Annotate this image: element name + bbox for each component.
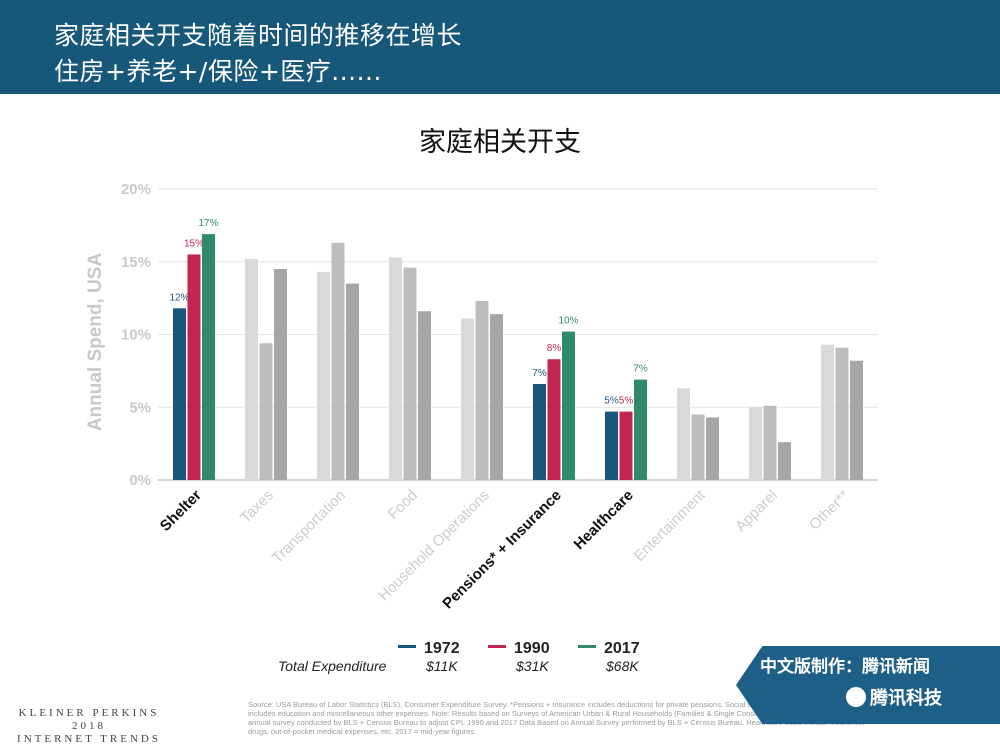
bar-2017 [418, 311, 431, 480]
data-label: 17% [198, 218, 218, 229]
page-title-line2: 住房+养老+/保险+医疗...... [54, 57, 382, 86]
bar-1972 [245, 258, 258, 480]
bar-1972 [317, 271, 330, 480]
source-note: Source: USA Bureau of Labor Statistics (… [248, 700, 865, 736]
header-bar: 家庭相关开支随着时间的推移在增长 住房+养老+/保险+医疗...... [0, 0, 1000, 94]
bar-2017 [562, 331, 575, 480]
chart-title: 家庭相关开支 [419, 127, 581, 158]
x-tick-label: Taxes [237, 487, 277, 527]
bar-1972 [173, 308, 186, 480]
bar-1990 [691, 414, 705, 480]
bar-1990 [187, 254, 201, 480]
x-tick-label: Entertainment [631, 486, 710, 565]
tencent-logo-icon [846, 687, 866, 707]
bar-2017 [634, 379, 647, 480]
page-title-line1: 家庭相关开支随着时间的推移在增长 [54, 21, 463, 50]
bar-1972 [677, 388, 690, 480]
bar-1990 [259, 343, 273, 480]
y-tick-label: 0% [129, 472, 151, 489]
data-label: 12% [169, 292, 189, 303]
legend-total-2017: $68K [606, 658, 639, 674]
y-tick-label: 15% [121, 254, 151, 271]
y-axis-label: Annual Spend, USA [85, 253, 106, 432]
bar-chart: 0% 5% 10% 15% 20% Annual Spend, USA 12% 15% 17% S… [85, 181, 878, 613]
bar-1990 [331, 242, 345, 480]
bar-2017 [778, 442, 791, 480]
watermark-line2: 腾讯科技 [846, 684, 942, 710]
bar-1990 [403, 267, 417, 480]
bar-2017 [850, 360, 863, 480]
legend-row-label: Total Expenditure [278, 658, 387, 674]
bar-1990 [475, 301, 489, 480]
bar-2017 [346, 283, 359, 480]
bar-2017 [202, 234, 215, 480]
legend-total-1972: $11K [426, 658, 458, 674]
x-tick-label: Transportation [269, 487, 349, 567]
bar-1972 [749, 407, 762, 480]
x-tick-label: Apparel [732, 487, 781, 536]
x-tick-label: Other** [806, 487, 853, 534]
y-tick-label: 5% [129, 399, 151, 416]
bar-1972 [605, 411, 618, 480]
bar-1990 [763, 405, 777, 480]
bar-2017 [274, 269, 287, 480]
y-tick-label: 10% [121, 327, 151, 344]
bar-1990 [547, 359, 561, 480]
bar-1972 [389, 257, 402, 480]
y-tick-label: 20% [121, 181, 151, 198]
legend-item-1972: 1972 [398, 640, 460, 658]
bar-1972 [821, 344, 834, 480]
brand-logo: KLEINER PERKINS 2018 INTERNET TRENDS [17, 707, 161, 745]
bar-2017 [490, 314, 503, 480]
legend-item-1990: 1990 [488, 640, 550, 658]
x-tick-label: Healthcare [571, 487, 637, 553]
bar-2017 [706, 417, 719, 480]
bar-1972 [461, 318, 474, 480]
watermark-badge [736, 646, 1000, 724]
legend-item-2017: 2017 [578, 640, 640, 658]
bar-1990 [835, 347, 849, 480]
x-tick-label: Shelter [157, 487, 205, 535]
data-label: 8% [547, 343, 562, 354]
x-tick-label: Pensions* + Insurance [439, 487, 565, 613]
bar-1990 [619, 411, 633, 480]
bar-1972 [533, 383, 546, 480]
data-label: 5% [619, 396, 634, 407]
data-label: 10% [558, 316, 578, 327]
data-label: 5% [604, 396, 619, 407]
x-tick-label: Food [385, 487, 421, 523]
watermark-line1: 中文版制作：腾讯新闻 [760, 657, 930, 677]
data-label: 7% [532, 368, 547, 379]
data-label: 15% [184, 238, 204, 249]
data-label: 7% [633, 364, 648, 375]
legend-total-1990: $31K [516, 658, 549, 674]
